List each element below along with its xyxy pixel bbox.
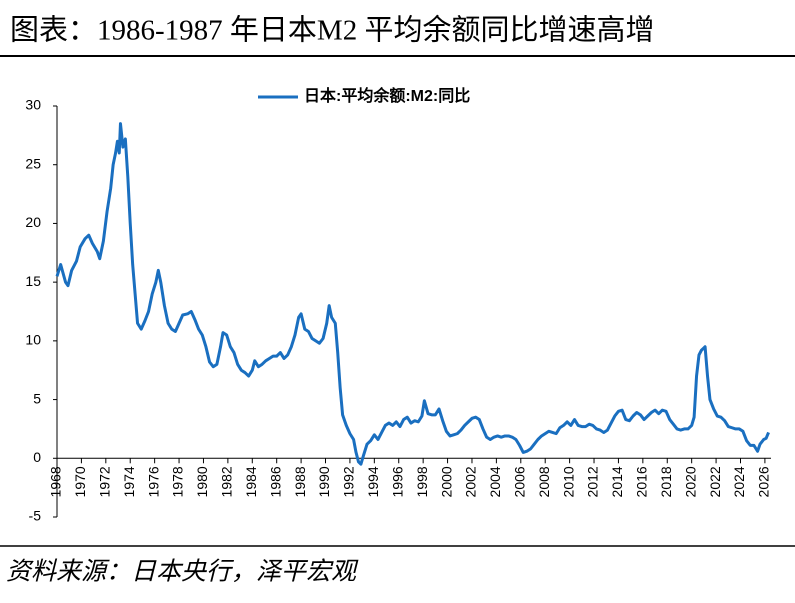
source: 资料来源：日本央行，泽平宏观 bbox=[6, 558, 359, 586]
y-tick-label: 25 bbox=[25, 155, 41, 171]
y-tick-label: 20 bbox=[25, 214, 41, 230]
x-tick-label: 2004 bbox=[487, 466, 503, 497]
x-tick-label: 2020 bbox=[682, 466, 698, 497]
x-tick-label: 1994 bbox=[365, 466, 381, 497]
x-tick-label: 2008 bbox=[536, 466, 552, 497]
x-tick-label: 2022 bbox=[707, 466, 723, 497]
x-tick-label: 1972 bbox=[97, 466, 113, 497]
x-tick-label: 2010 bbox=[560, 466, 576, 497]
x-tick-label: 2024 bbox=[731, 466, 747, 497]
x-tick-label: 1988 bbox=[292, 466, 308, 497]
x-tick-label: 1974 bbox=[121, 466, 137, 497]
y-tick-label: 5 bbox=[33, 390, 41, 406]
x-tick-label: 2012 bbox=[585, 466, 601, 497]
y-tick-label: 10 bbox=[25, 332, 41, 348]
y-tick-label: 15 bbox=[25, 273, 41, 289]
y-tick-label: 0 bbox=[33, 449, 41, 465]
x-tick-label: 1982 bbox=[219, 466, 235, 497]
x-tick-label: 1992 bbox=[341, 466, 357, 497]
line bbox=[55, 122, 770, 466]
x-tick-label: 1986 bbox=[267, 466, 283, 497]
x-tick-label: 2006 bbox=[511, 466, 527, 497]
y-tick-label: -5 bbox=[29, 508, 42, 524]
x-tick-label: 1978 bbox=[170, 466, 186, 497]
x-tick-label: 1984 bbox=[243, 466, 259, 497]
x-tick-label: 2016 bbox=[634, 466, 650, 497]
x-tick-label: 1976 bbox=[145, 466, 161, 497]
x-tick-label: 1980 bbox=[194, 466, 210, 497]
x-tick-label: 2000 bbox=[438, 466, 454, 497]
chart-title: 图表：1986-1987 年日本M2 平均余额同比增速高增 bbox=[10, 14, 654, 47]
x-tick-label: 1998 bbox=[414, 466, 430, 497]
x-tick-label: 1996 bbox=[389, 466, 405, 497]
x-tick-label: 1990 bbox=[316, 466, 332, 497]
y-tick-label: 30 bbox=[25, 97, 41, 113]
x-tick-label: 2018 bbox=[658, 466, 674, 497]
legend-label: 日本:平均余额:M2:同比 bbox=[304, 86, 470, 105]
x-tick-label: 2026 bbox=[756, 466, 772, 497]
x-tick-label: 2002 bbox=[463, 466, 479, 497]
x-tick-label: 1968 bbox=[48, 466, 64, 497]
x-tick-label: 2014 bbox=[609, 466, 625, 497]
x-tick-label: 1970 bbox=[72, 466, 88, 497]
